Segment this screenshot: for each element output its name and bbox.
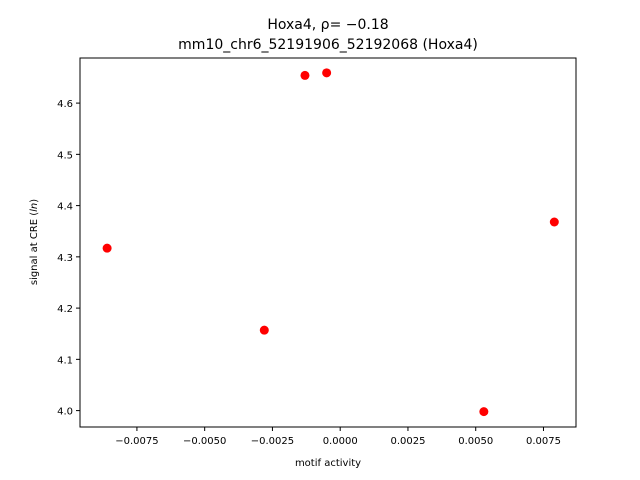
y-tick-label: 4.6 bbox=[57, 99, 73, 110]
data-point bbox=[300, 70, 310, 80]
data-point bbox=[259, 325, 269, 335]
y-tick-label: 4.5 bbox=[57, 150, 73, 161]
y-axis-label-italic: ln bbox=[29, 203, 40, 212]
y-tick-label: 4.2 bbox=[57, 304, 73, 315]
x-tick-label: 0.0050 bbox=[458, 436, 493, 447]
y-tick-label: 4.0 bbox=[57, 407, 73, 418]
data-point bbox=[549, 217, 559, 227]
plot-area bbox=[79, 57, 577, 428]
data-point bbox=[479, 407, 489, 417]
x-tick-label: −0.0075 bbox=[115, 436, 158, 447]
chart-title-line2: mm10_chr6_52191906_52192068 (Hoxa4) bbox=[178, 37, 478, 53]
y-axis-label: signal at CRE (ln) bbox=[29, 199, 40, 285]
y-tick-label: 4.4 bbox=[57, 202, 73, 213]
y-axis-ticks: 4.0 4.1 4.2 4.3 4.4 4.5 4.6 bbox=[57, 99, 80, 418]
x-axis-label: motif activity bbox=[295, 458, 361, 469]
data-point bbox=[322, 68, 332, 78]
x-tick-label: 0.0075 bbox=[526, 436, 561, 447]
y-tick-label: 4.1 bbox=[57, 355, 73, 366]
y-axis-label-prefix: signal at CRE ( bbox=[29, 212, 40, 285]
x-tick-label: 0.0025 bbox=[390, 436, 425, 447]
data-points bbox=[102, 68, 559, 417]
y-axis-label-suffix: ) bbox=[29, 199, 40, 203]
x-tick-label: 0.0000 bbox=[323, 436, 358, 447]
x-tick-label: −0.0050 bbox=[183, 436, 226, 447]
x-axis-ticks: −0.0075 −0.0050 −0.0025 0.0000 0.0025 0.0050 0… bbox=[115, 427, 561, 447]
y-tick-label: 4.3 bbox=[57, 253, 73, 264]
x-tick-label: −0.0025 bbox=[251, 436, 294, 447]
chart-title-line1: Hoxa4, ρ= −0.18 bbox=[267, 17, 388, 33]
data-point bbox=[102, 243, 112, 253]
